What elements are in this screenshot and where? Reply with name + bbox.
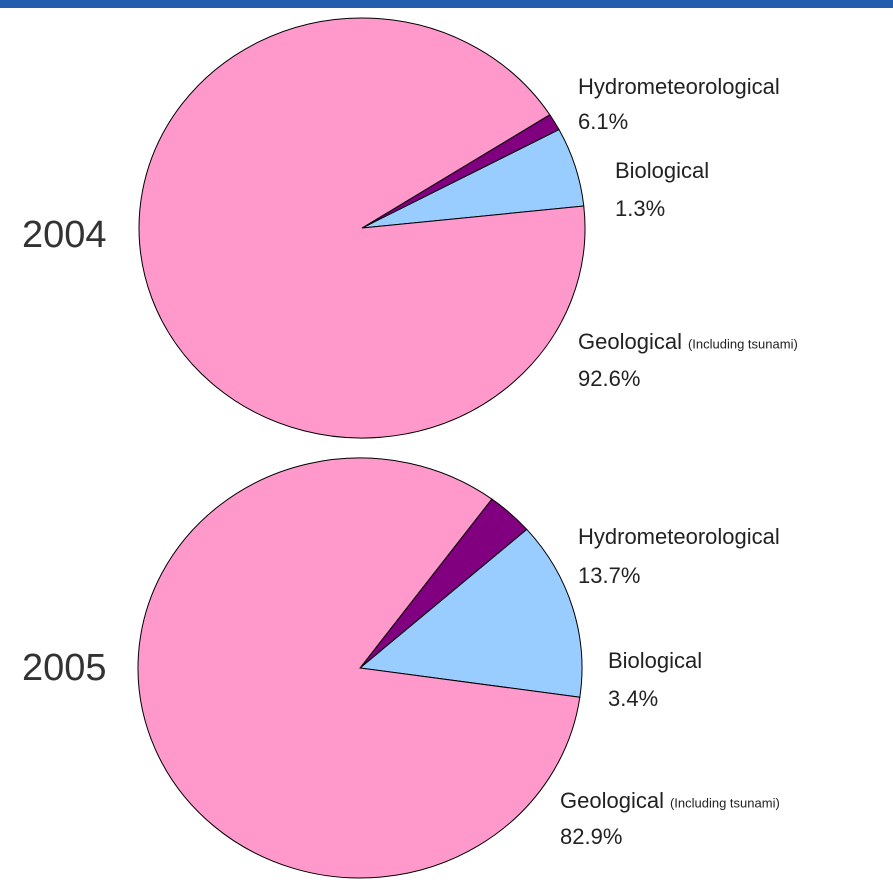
- slice-value-label: 3.4%: [608, 686, 658, 711]
- slice-annotation: (Including tsunami): [670, 795, 780, 810]
- slice-value-label: 13.7%: [578, 563, 640, 588]
- top-bar: [0, 0, 893, 8]
- slice-label: Geological: [560, 788, 664, 813]
- slice-value-label: 82.9%: [560, 824, 622, 849]
- slice-label: Geological: [578, 329, 682, 354]
- pie-title: 2005: [22, 647, 107, 689]
- pie-slice: [358, 528, 583, 698]
- slice-value-label: 92.6%: [578, 366, 640, 391]
- slice-annotation: (Including tsunami): [688, 336, 798, 351]
- pie-title: 2004: [22, 214, 107, 256]
- pie-slice: [137, 457, 581, 879]
- slice-label: Biological: [608, 648, 702, 673]
- slice-label: Biological: [615, 158, 709, 183]
- pie-slice: [138, 17, 586, 439]
- slice-label: Hydrometeorological: [578, 524, 780, 549]
- slice-label: Hydrometeorological: [578, 74, 780, 99]
- slice-value-label: 6.1%: [578, 109, 628, 134]
- slice-value-label: 1.3%: [615, 196, 665, 221]
